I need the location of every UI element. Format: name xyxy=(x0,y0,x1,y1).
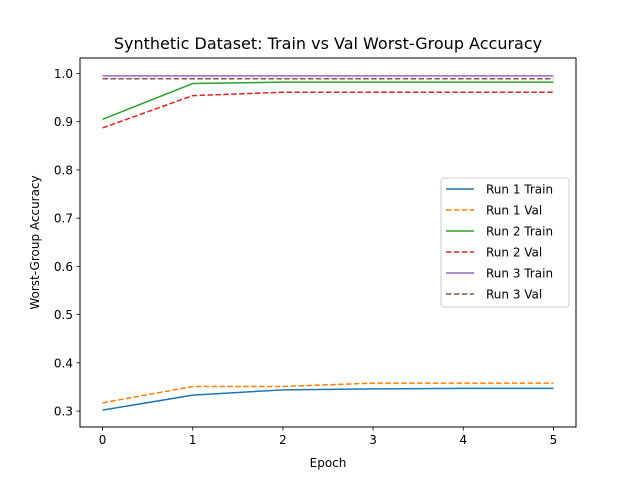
legend-label-3: Run 2 Train xyxy=(486,225,553,239)
y-tick-label: 0.5 xyxy=(54,308,73,322)
legend-label-1: Run 1 Train xyxy=(486,183,553,197)
legend-label-5: Run 3 Train xyxy=(486,267,553,281)
legend-label-2: Run 1 Val xyxy=(486,204,542,218)
legend-label-6: Run 3 Val xyxy=(486,288,542,302)
x-tick-label: 1 xyxy=(189,433,197,447)
y-tick-label: 0.3 xyxy=(54,405,73,419)
y-axis-label: Worst-Group Accuracy xyxy=(28,175,42,309)
y-tick-label: 0.8 xyxy=(54,163,73,177)
plot-lines xyxy=(102,75,554,411)
x-tick-label: 2 xyxy=(279,433,287,447)
x-tick-label: 3 xyxy=(369,433,377,447)
legend: Run 1 Train Run 1 Val Run 2 Train Run 2 Val… xyxy=(440,177,570,308)
x-tick-label: 4 xyxy=(459,433,467,447)
x-axis-ticks: 0 1 2 3 4 5 xyxy=(99,427,558,447)
series-line-4 xyxy=(102,91,554,129)
chart-title: Synthetic Dataset: Train vs Val Worst-Gr… xyxy=(114,34,542,53)
y-tick-label: 0.4 xyxy=(54,356,73,370)
legend-label-4: Run 2 Val xyxy=(486,246,542,260)
y-tick-label: 0.9 xyxy=(54,115,73,129)
x-axis-label: Epoch xyxy=(310,456,347,470)
x-tick-label: 5 xyxy=(550,433,558,447)
y-axis-ticks: 0.3 0.4 0.5 0.6 0.7 0.8 0.9 1.0 xyxy=(54,67,80,419)
series-line-3 xyxy=(102,81,554,120)
series-line-2 xyxy=(102,382,554,404)
y-tick-label: 0.6 xyxy=(54,260,73,274)
plot-frame xyxy=(79,57,577,428)
y-tick-label: 0.7 xyxy=(54,212,73,226)
series-line-1 xyxy=(102,387,554,411)
x-tick-label: 0 xyxy=(99,433,107,447)
y-tick-label: 1.0 xyxy=(54,67,73,81)
